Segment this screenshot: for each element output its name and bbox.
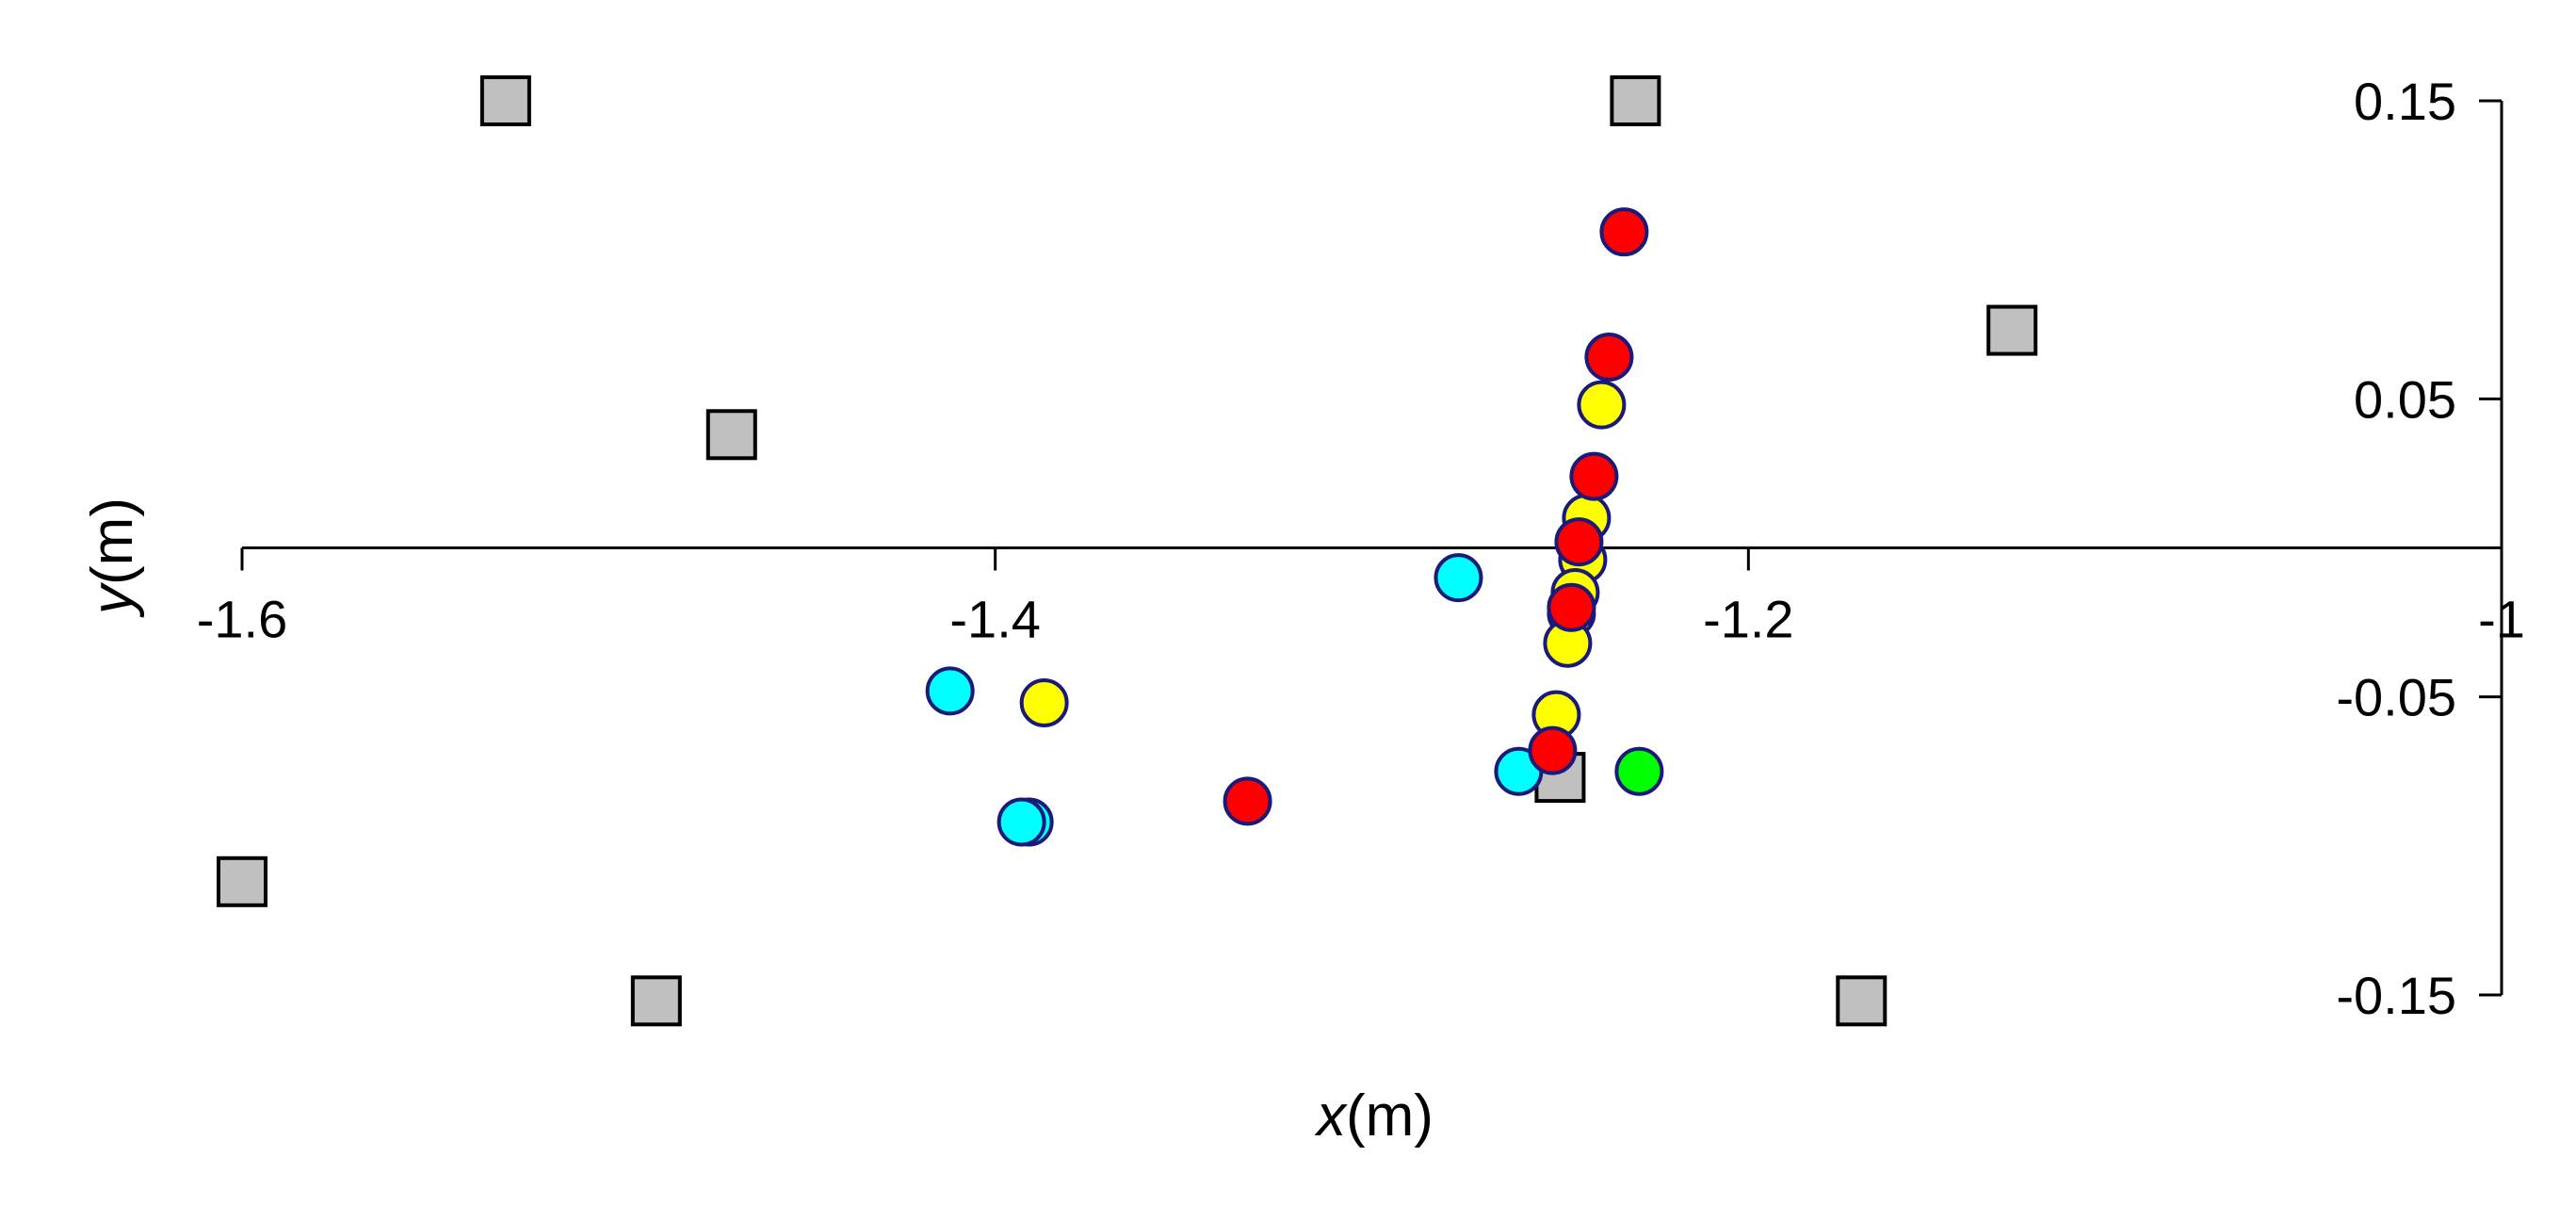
yellow-circle-marker <box>1019 677 1069 727</box>
red-circle-marker <box>1569 451 1619 501</box>
axis-labels: x(m) y(m) <box>80 497 1434 1149</box>
cyan-circle-marker <box>996 797 1046 847</box>
square-marker <box>1986 304 2038 356</box>
square-marker <box>217 855 267 907</box>
yellow-circle-marker <box>1577 380 1627 430</box>
red-circle-marker <box>1554 517 1604 567</box>
x-axis-title: x(m) <box>1314 1084 1434 1149</box>
red-circle-marker <box>1599 207 1649 257</box>
red-circle-marker <box>1547 582 1596 632</box>
square-marker <box>1610 75 1661 126</box>
y-tick-label: -0.05 <box>2336 668 2456 727</box>
cyan-circle-marker <box>1434 553 1483 603</box>
x-tick-label: -1.4 <box>949 590 1041 649</box>
red-circle-marker <box>1528 725 1578 775</box>
x-tick-label: -1.2 <box>1703 590 1794 649</box>
y-axis-title: y(m) <box>80 497 145 618</box>
axes: -1.6 -1.4 -1.2 -1 0.15 0.05 -0.05 -0.15 <box>197 72 2525 1025</box>
y-tick-label: 0.05 <box>2354 369 2456 429</box>
square-marker <box>1836 975 1887 1027</box>
red-circle-marker <box>1584 333 1634 383</box>
square-marker <box>479 75 531 126</box>
square-marker <box>705 409 757 461</box>
y-tick-label: 0.15 <box>2354 72 2456 131</box>
x-tick-label: -1 <box>2478 590 2525 649</box>
y-tick-label: -0.15 <box>2336 966 2456 1025</box>
data-points <box>217 75 2038 1027</box>
cyan-circle-marker <box>925 666 975 716</box>
x-tick-label: -1.6 <box>197 590 288 649</box>
square-marker <box>630 975 682 1027</box>
green-circle-marker <box>1614 746 1664 796</box>
red-circle-marker <box>1223 776 1272 826</box>
